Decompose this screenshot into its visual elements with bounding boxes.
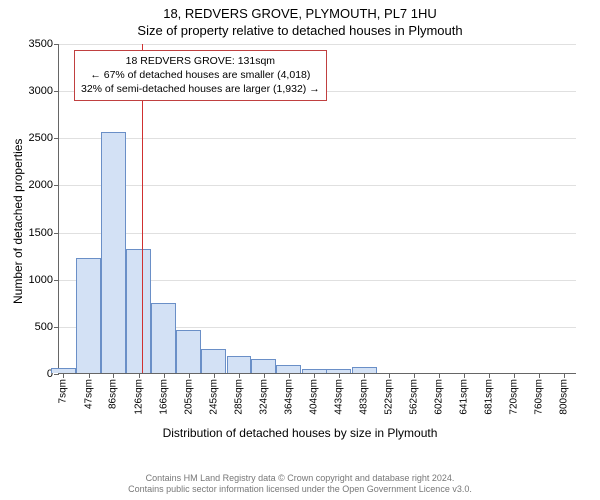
footer-line1: Contains HM Land Registry data © Crown c… [0,473,600,485]
histogram-bar [101,132,126,373]
x-tick-label: 205sqm [183,373,194,415]
x-tick-label: 522sqm [383,373,394,415]
y-axis-label: Number of detached properties [11,139,25,304]
annotation-line: ← 67% of detached houses are smaller (4,… [81,68,320,82]
x-axis-label: Distribution of detached houses by size … [0,426,600,440]
y-tick-label: 3000 [29,85,59,97]
x-tick-label: 681sqm [484,373,495,415]
y-tick-label: 500 [35,321,59,333]
x-tick-label: 443sqm [333,373,344,415]
histogram-bar [176,330,201,373]
footer-line2: Contains public sector information licen… [0,484,600,496]
x-tick-label: 245sqm [208,373,219,415]
histogram-bar [126,249,151,373]
x-tick-label: 760sqm [534,373,545,415]
x-tick-label: 166sqm [158,373,169,415]
x-tick-label: 7sqm [58,373,69,403]
y-gridline [59,185,576,186]
histogram-bar [276,365,301,373]
histogram-bar [76,258,101,373]
page-title-address: 18, REDVERS GROVE, PLYMOUTH, PL7 1HU [0,0,600,21]
x-tick-label: 364sqm [283,373,294,415]
annotation-line: 18 REDVERS GROVE: 131sqm [81,54,320,68]
x-tick-label: 800sqm [559,373,570,415]
y-gridline [59,233,576,234]
x-tick-label: 404sqm [309,373,320,415]
y-tick-label: 1000 [29,274,59,286]
x-tick-label: 47sqm [83,373,94,409]
histogram-bar [201,349,226,373]
x-tick-label: 602sqm [434,373,445,415]
x-tick-label: 126sqm [133,373,144,415]
histogram-bar [151,303,176,373]
y-tick-label: 3500 [29,38,59,50]
y-gridline [59,44,576,45]
x-tick-label: 324sqm [258,373,269,415]
chart-container: { "header": { "line1": "18, REDVERS GROV… [0,0,600,500]
y-tick-label: 2000 [29,179,59,191]
x-tick-label: 86sqm [108,373,119,409]
footer-attribution: Contains HM Land Registry data © Crown c… [0,473,600,496]
histogram-bar [251,359,276,373]
y-tick-label: 1500 [29,227,59,239]
page-subtitle: Size of property relative to detached ho… [0,21,600,38]
x-tick-label: 285sqm [234,373,245,415]
y-tick-label: 2500 [29,132,59,144]
x-tick-label: 562sqm [409,373,420,415]
y-gridline [59,138,576,139]
histogram-bar [227,356,252,373]
x-tick-label: 641sqm [458,373,469,415]
x-tick-label: 483sqm [359,373,370,415]
annotation-box: 18 REDVERS GROVE: 131sqm← 67% of detache… [74,50,327,101]
x-tick-label: 720sqm [508,373,519,415]
annotation-line: 32% of semi-detached houses are larger (… [81,82,320,96]
